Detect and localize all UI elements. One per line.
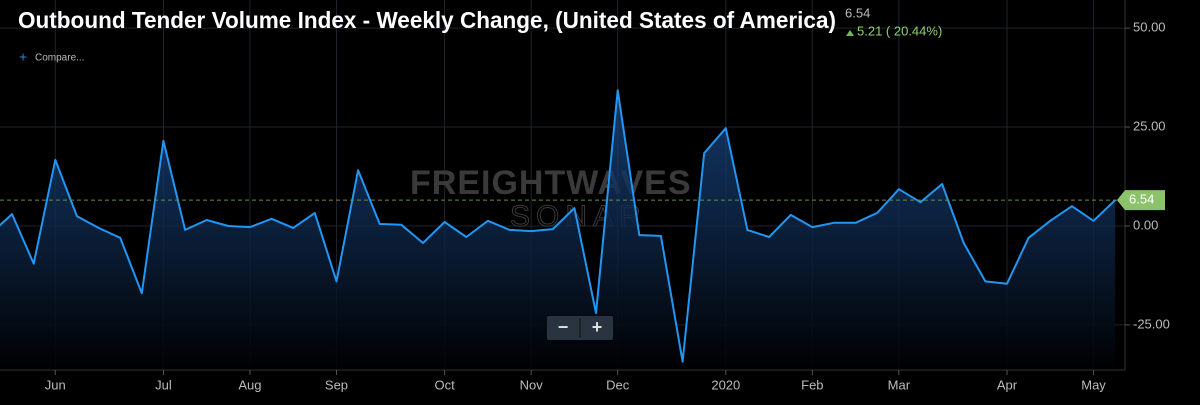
x-tick-label: Feb xyxy=(801,377,823,392)
up-arrow xyxy=(846,30,854,36)
y-tick-label: 0.00 xyxy=(1133,217,1158,232)
area xyxy=(0,90,1116,370)
zoom-controls: − + xyxy=(547,316,613,340)
x-tick-label: Jun xyxy=(45,377,66,392)
last-value-badge xyxy=(1117,190,1165,211)
x-tick-label: May xyxy=(1081,377,1106,392)
watermark: FREIGHTWAVES xyxy=(410,164,692,202)
compare-icon[interactable]: + xyxy=(19,49,27,65)
y-tick-label: 50.00 xyxy=(1133,20,1166,35)
chart-title: Outbound Tender Volume Index - Weekly Ch… xyxy=(18,7,836,33)
x-tick-label: Dec xyxy=(606,377,630,392)
last-value-label: 6.54 xyxy=(1129,192,1154,207)
y-tick-label: 25.00 xyxy=(1133,118,1166,133)
x-tick-label: 2020 xyxy=(711,377,740,392)
zoom-out[interactable]: − xyxy=(558,317,569,337)
x-tick-label: Mar xyxy=(888,377,911,392)
y-tick-label: -25.00 xyxy=(1133,316,1170,331)
x-tick-label: Apr xyxy=(997,377,1018,392)
x-tick-label: Sep xyxy=(325,377,348,392)
header-last-value: 6.54 xyxy=(845,5,870,20)
x-tick-label: Nov xyxy=(520,377,544,392)
header-change: 5.21 ( 20.44%) xyxy=(857,23,942,38)
compare-link[interactable]: Compare... xyxy=(35,53,84,64)
x-tick-label: Aug xyxy=(238,377,261,392)
x-tick-label: Jul xyxy=(155,377,172,392)
zoom-in[interactable]: + xyxy=(592,317,603,337)
x-tick-label: Oct xyxy=(435,377,456,392)
